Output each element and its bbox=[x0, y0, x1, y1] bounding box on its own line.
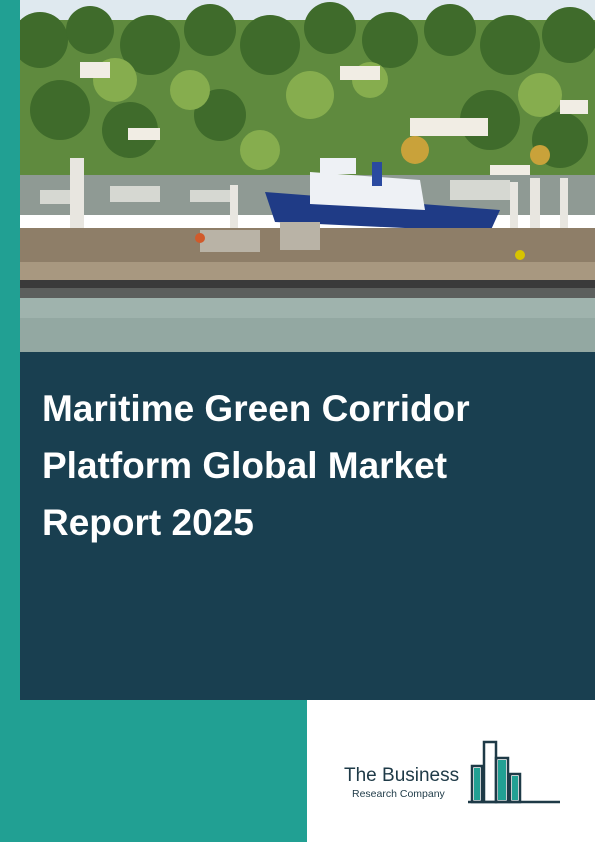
cover-photo bbox=[20, 0, 595, 352]
left-accent-bar bbox=[0, 0, 20, 842]
building-chart-icon bbox=[468, 740, 560, 804]
logo-name-line2: Research Company bbox=[352, 788, 445, 800]
title-panel: Maritime Green Corridor Platform Global … bbox=[20, 352, 595, 700]
company-logo: The Business Research Company bbox=[338, 738, 568, 808]
bottom-accent-block bbox=[0, 700, 307, 842]
logo-name-line1: The Business bbox=[344, 765, 460, 786]
report-title: Maritime Green Corridor Platform Global … bbox=[42, 388, 470, 543]
